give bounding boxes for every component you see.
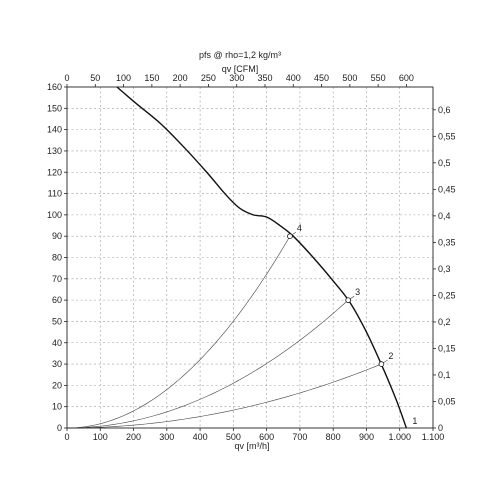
x2-tick-label: 200 <box>173 73 188 83</box>
y-tick-label: 0 <box>57 423 62 433</box>
y2-tick-label: 0,25 <box>438 290 456 300</box>
y-tick-label: 140 <box>47 125 62 135</box>
x-tick-label: 400 <box>193 432 208 442</box>
y-tick-label: 130 <box>47 146 62 156</box>
fan-curve-layer <box>116 86 408 429</box>
x-tick-label: 200 <box>126 432 141 442</box>
operating-point-label: 4 <box>297 223 302 233</box>
y-tick-label: 90 <box>52 231 62 241</box>
y-tick-label: 60 <box>52 295 62 305</box>
x2-tick-label: 500 <box>342 73 357 83</box>
x-tick-label: 600 <box>259 432 274 442</box>
y-tick-label: 50 <box>52 316 62 326</box>
y-tick-label: 30 <box>52 359 62 369</box>
x-tick-label: 0 <box>64 432 69 442</box>
system-curve-2 <box>66 363 382 429</box>
top-axis-title: qv [CFM] <box>222 64 259 74</box>
x2-tick-label: 250 <box>201 73 216 83</box>
x2-tick-label: 300 <box>229 73 244 83</box>
y2-tick-label: 0,3 <box>438 264 451 274</box>
y-tick-label: 120 <box>47 167 62 177</box>
x-tick-label: 300 <box>159 432 174 442</box>
y-tick-label: 160 <box>47 82 62 92</box>
operating-point-marker <box>287 233 293 239</box>
operating-point-marker <box>345 297 351 303</box>
y2-tick-label: 0,35 <box>438 237 456 247</box>
y-tick-label: 10 <box>52 402 62 412</box>
x-tick-label: 500 <box>226 432 241 442</box>
x-tick-label: 700 <box>292 432 307 442</box>
x2-tick-label: 0 <box>64 73 69 83</box>
y2-tick-label: 0,5 <box>438 158 451 168</box>
y2-tick-label: 0,6 <box>438 105 451 115</box>
x2-tick-label: 600 <box>399 73 414 83</box>
y-tick-label: 70 <box>52 274 62 284</box>
y-tick-label: 80 <box>52 253 62 263</box>
grid-layer <box>67 87 433 428</box>
x2-tick-label: 50 <box>90 73 100 83</box>
operating-point-label: 3 <box>355 287 360 297</box>
y2-tick-label: 0 <box>438 423 443 433</box>
x-tick-label: 100 <box>93 432 108 442</box>
chart-title: pfs @ rho=1,2 kg/m³ <box>199 50 281 60</box>
x-tick-label: 1.100 <box>422 432 445 442</box>
operating-point-label: 1 <box>412 416 417 426</box>
y2-tick-label: 0,45 <box>438 184 456 194</box>
operating-points-layer: 1 2 3 4 <box>287 223 417 426</box>
y-tick-label: 150 <box>47 103 62 113</box>
system-curve-3 <box>66 299 349 429</box>
y-tick-label: 20 <box>52 380 62 390</box>
x2-tick-label: 450 <box>314 73 329 83</box>
x2-tick-label: 550 <box>371 73 386 83</box>
ticks-layer: 0 100 200 300 400 500 600 700 800 900 1.000 1.10001… <box>47 73 456 442</box>
y2-tick-label: 0,4 <box>438 211 451 221</box>
y-tick-label: 100 <box>47 210 62 220</box>
y2-tick-label: 0,55 <box>438 131 456 141</box>
x-tick-label: 900 <box>359 432 374 442</box>
x-tick-label: 800 <box>326 432 341 442</box>
operating-point-marker <box>378 361 385 367</box>
y2-tick-label: 0,2 <box>438 317 451 327</box>
system-curves-layer <box>66 236 382 429</box>
y2-tick-label: 0,15 <box>438 343 456 353</box>
x2-tick-label: 100 <box>116 73 131 83</box>
y2-tick-label: 0,1 <box>438 370 451 380</box>
x2-tick-label: 400 <box>286 73 301 83</box>
bottom-axis-title: qv [m³/h] <box>234 441 269 451</box>
fan-curve-line <box>116 86 408 429</box>
operating-point-label: 2 <box>388 351 393 361</box>
y2-tick-label: 0,05 <box>438 396 456 406</box>
x2-tick-label: 350 <box>257 73 272 83</box>
x2-tick-label: 150 <box>144 73 159 83</box>
y-tick-label: 110 <box>48 189 62 199</box>
x-tick-label: 1.000 <box>388 432 411 442</box>
y-tick-label: 40 <box>52 338 62 348</box>
system-curve-4 <box>66 236 291 429</box>
